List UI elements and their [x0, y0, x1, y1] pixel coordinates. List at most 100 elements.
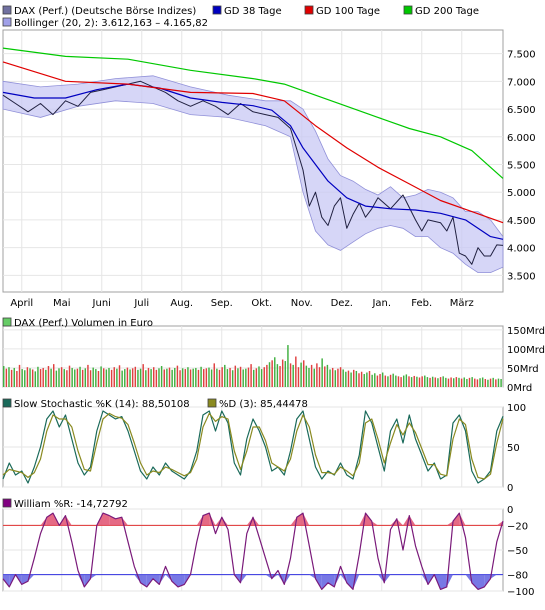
- oversold-fill: [440, 574, 447, 590]
- legend-label: DAX (Perf.) (Deutsche Börse Indizes): [14, 6, 196, 17]
- volume-bar: [166, 368, 168, 387]
- volume-bar: [210, 369, 213, 387]
- legend-swatch: [212, 5, 222, 15]
- volume-bar: [139, 368, 142, 387]
- overbought-fill: [46, 513, 53, 526]
- oversold-fill: [140, 574, 147, 587]
- volume-bar: [226, 369, 229, 387]
- legend-swatch: [207, 398, 217, 408]
- overbought-fill: [446, 521, 453, 526]
- overbought-fill: [290, 517, 297, 526]
- volume-bar: [450, 377, 452, 387]
- overbought-fill: [103, 513, 110, 526]
- volume-bar: [310, 364, 313, 387]
- volume-bar: [50, 368, 52, 387]
- y-tick-label: 150Mrd: [507, 326, 545, 337]
- overbought-fill: [246, 517, 253, 526]
- volume-bar: [447, 378, 450, 387]
- oversold-fill: [309, 574, 316, 579]
- volume-bar: [466, 378, 468, 387]
- volume-bar: [360, 371, 363, 387]
- volume-bar: [439, 377, 442, 387]
- volume-bar: [326, 364, 329, 387]
- volume-bar: [321, 358, 323, 387]
- volume-bar: [184, 369, 187, 387]
- volume-bar: [237, 368, 239, 387]
- volume-bar: [474, 378, 476, 387]
- oversold-fill: [240, 574, 247, 583]
- volume-bar: [203, 369, 205, 387]
- x-tick-label: Okt.: [251, 298, 272, 309]
- series-line: [2, 412, 504, 480]
- x-tick-label: Sep.: [211, 298, 233, 309]
- volume-bar: [258, 366, 260, 387]
- x-tick-label: Jan.: [371, 298, 391, 309]
- volume-bar: [129, 369, 131, 387]
- series-line: [2, 61, 504, 224]
- volume-bar: [110, 369, 113, 387]
- oversold-fill: [484, 574, 491, 587]
- volume-bar: [268, 362, 271, 387]
- volume-bar: [108, 367, 110, 387]
- volume-bar: [34, 371, 37, 387]
- volume-bar: [163, 369, 165, 387]
- x-tick-label: Mai: [53, 298, 71, 309]
- y-tick-label: 0: [507, 505, 513, 516]
- oversold-fill: [465, 574, 472, 583]
- series-line: [2, 512, 504, 590]
- volume-bar: [145, 370, 147, 387]
- volume-bar: [260, 369, 263, 387]
- volume-bar: [313, 368, 315, 387]
- oversold-fill: [171, 574, 178, 587]
- volume-bar: [192, 368, 194, 387]
- volume-bar: [76, 368, 79, 387]
- volume-bar: [489, 378, 492, 387]
- volume-bar: [395, 375, 397, 387]
- volume-bar: [147, 367, 150, 387]
- volume-bar: [216, 368, 218, 387]
- volume-bar: [339, 367, 342, 387]
- volume-bar: [305, 365, 308, 387]
- volume-bar: [429, 377, 431, 387]
- overbought-fill: [215, 517, 222, 526]
- y-tick-label: 6.000: [507, 133, 536, 144]
- volume-bar: [353, 369, 355, 387]
- volume-bar: [397, 376, 400, 387]
- volume-bar: [392, 373, 394, 387]
- y-tick-label: 5.000: [507, 188, 536, 199]
- volume-bar: [371, 374, 373, 387]
- volume-bar: [37, 366, 39, 387]
- volume-bar: [103, 368, 105, 387]
- oversold-fill: [490, 574, 497, 579]
- overbought-fill: [459, 513, 466, 526]
- volume-bar: [218, 369, 221, 387]
- oversold-fill: [471, 574, 478, 590]
- volume-bar: [155, 369, 158, 387]
- volume-bar: [355, 370, 358, 387]
- volume-bar: [368, 370, 371, 387]
- volume-bar: [434, 377, 437, 387]
- volume-bar: [92, 367, 94, 387]
- oversold-fill: [346, 574, 353, 590]
- x-tick-label: Aug.: [170, 298, 193, 309]
- volume-bar: [176, 365, 179, 387]
- x-tick-label: Feb.: [411, 298, 432, 309]
- volume-bar: [403, 375, 405, 387]
- volume-bar: [345, 371, 347, 387]
- volume-bar: [331, 367, 334, 387]
- volume-bar: [266, 364, 268, 387]
- volume-bar: [221, 367, 223, 387]
- volume-bar: [463, 377, 465, 387]
- volume-bar: [271, 360, 273, 387]
- volume-bar: [118, 365, 121, 387]
- volume-bar: [158, 368, 160, 387]
- volume-bar: [89, 370, 92, 387]
- volume-bar: [329, 369, 331, 387]
- volume-bar: [116, 368, 118, 387]
- volume-bar: [476, 379, 479, 388]
- volume-bar: [289, 363, 292, 387]
- volume-bar: [408, 376, 410, 387]
- overbought-fill: [203, 513, 210, 526]
- legend-label: Slow Stochastic %K (14): 88,50108: [14, 399, 190, 410]
- oversold-fill: [421, 574, 428, 585]
